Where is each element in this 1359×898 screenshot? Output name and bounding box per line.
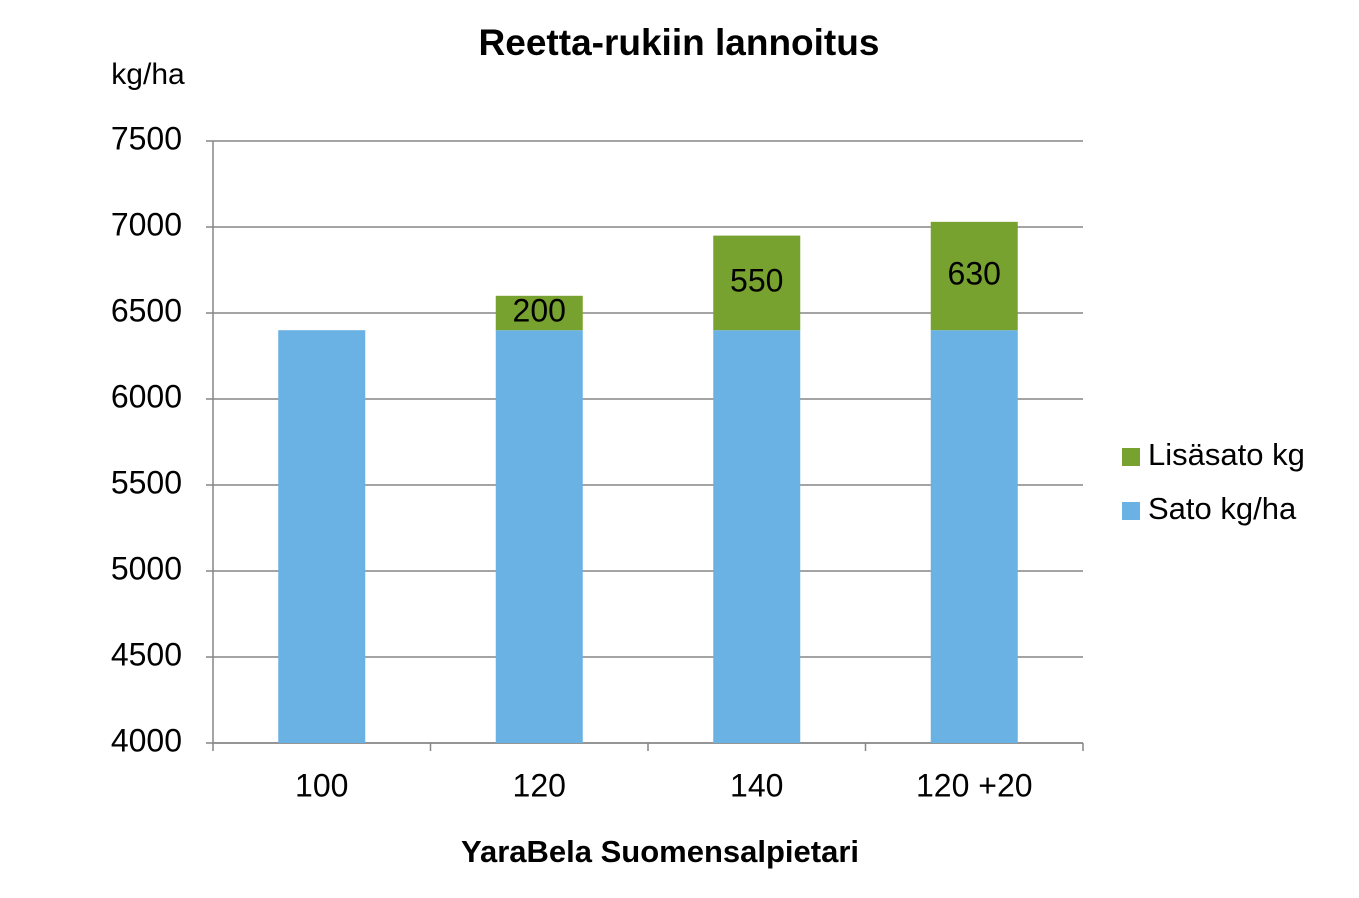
data-label: 550	[730, 262, 783, 298]
data-label: 200	[513, 292, 566, 328]
x-tick-label: 100	[295, 767, 348, 803]
y-tick-label: 4500	[111, 636, 182, 672]
bar-segment	[930, 221, 1018, 331]
y-tick-label: 5000	[111, 550, 182, 586]
y-tick-label: 5500	[111, 464, 182, 500]
bar-segment	[495, 295, 583, 331]
legend-swatch	[1122, 448, 1140, 466]
x-tick-label: 120 +20	[916, 767, 1033, 803]
bar-segment	[278, 330, 366, 743]
bar-segment	[930, 330, 1018, 743]
chart-title: Reetta-rukiin lannoitus	[479, 22, 880, 63]
y-tick-label: 6000	[111, 378, 182, 414]
bar-segment	[495, 330, 583, 743]
legend-label: Sato kg/ha	[1148, 491, 1297, 526]
y-tick-label: 6500	[111, 292, 182, 328]
x-tick-label: 120	[513, 767, 566, 803]
bar-segment	[713, 330, 801, 743]
y-tick-label: 7500	[111, 120, 182, 156]
y-tick-label: 4000	[111, 722, 182, 758]
bar-segment	[713, 235, 801, 331]
legend-label: Lisäsato kg	[1148, 437, 1305, 472]
x-axis-title: YaraBela Suomensalpietari	[461, 834, 859, 869]
y-axis-title: kg/ha	[111, 58, 185, 91]
x-tick-label: 140	[730, 767, 783, 803]
data-label: 630	[948, 255, 1001, 291]
legend-swatch	[1122, 502, 1140, 520]
y-tick-label: 7000	[111, 206, 182, 242]
